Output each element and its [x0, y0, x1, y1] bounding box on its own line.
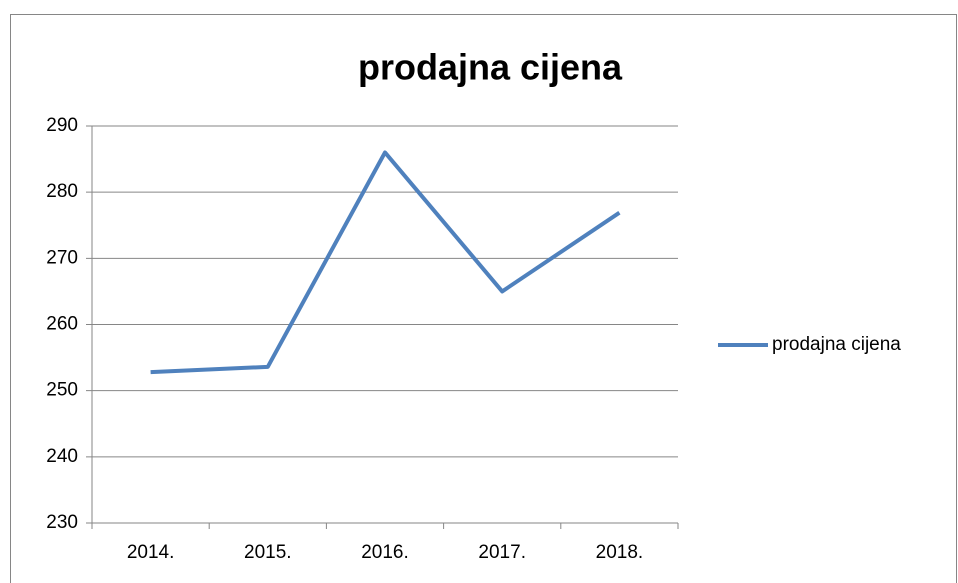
y-tick-label: 240 — [46, 446, 78, 467]
line-series — [150, 150, 621, 375]
x-tick-label: 2018. — [596, 542, 644, 563]
y-tick-label: 270 — [46, 247, 78, 268]
x-tick-label: 2016. — [361, 542, 409, 563]
legend-label: prodajna cijena — [772, 334, 901, 355]
chart-frame — [10, 14, 957, 583]
chart-title: prodajna cijena — [358, 47, 623, 88]
y-tick-label: 280 — [46, 181, 78, 202]
y-tick-label: 290 — [46, 115, 78, 136]
y-tick-label: 260 — [46, 314, 78, 335]
x-tick-label: 2014. — [127, 542, 175, 563]
x-tick-label: 2017. — [478, 542, 526, 563]
y-tick-label: 230 — [46, 512, 78, 533]
y-tick-label: 250 — [46, 380, 78, 401]
x-tick-label: 2015. — [244, 542, 292, 563]
